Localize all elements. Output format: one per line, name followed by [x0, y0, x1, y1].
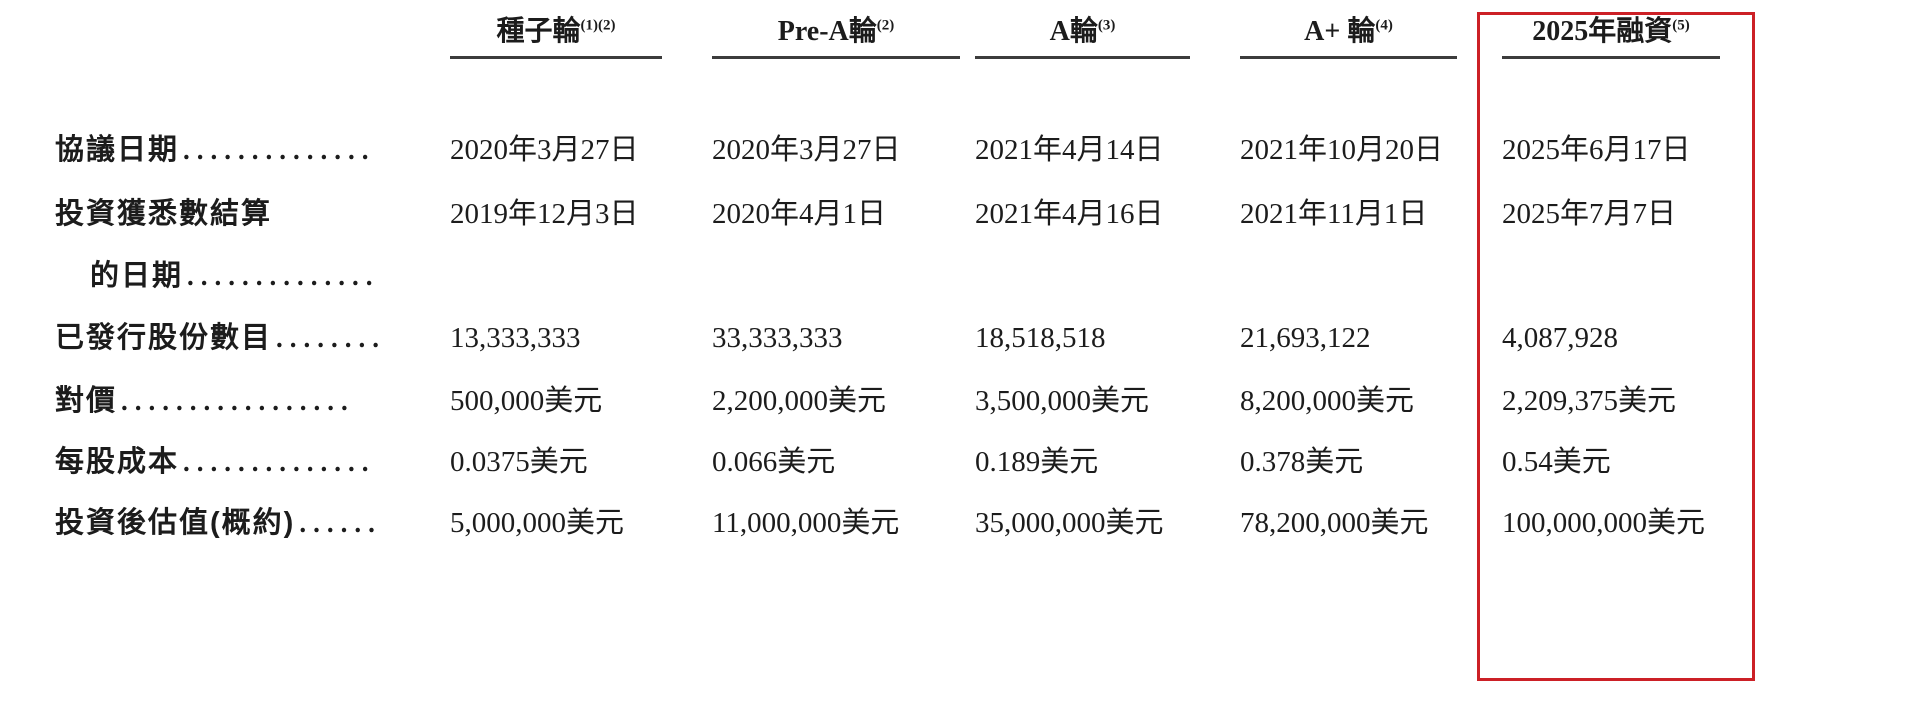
row-label-shares-issued: 已發行股份數目........	[55, 320, 447, 356]
cell-consideration-pre-a: 2,200,000美元	[712, 385, 887, 417]
row-label-settlement-date-line2: 的日期..............	[90, 258, 447, 294]
cell-consideration-a-plus: 8,200,000美元	[1240, 385, 1415, 417]
row-label-text: 對價	[55, 385, 118, 417]
row-label-post-money-valuation: 投資後估值(概約)......	[55, 505, 447, 541]
cell-settlement-date-pre-a: 2020年4月1日	[712, 198, 887, 230]
cell-settlement-date-seed: 2019年12月3日	[450, 198, 639, 230]
footnote-marker: (4)	[1375, 17, 1393, 34]
cell-agreement-date-seed: 2020年3月27日	[450, 134, 639, 166]
row-label-agreement-date: 協議日期..............	[55, 132, 447, 168]
column-header-label: A+ 輪	[1304, 16, 1376, 47]
column-header-pre-a-round: Pre-A輪(2)	[712, 12, 960, 59]
cell-agreement-date-2025: 2025年6月17日	[1502, 134, 1691, 166]
column-header-label: A輪	[1049, 16, 1098, 47]
cell-cost-per-share-2025: 0.54美元	[1502, 446, 1611, 478]
row-label-settlement-date-line1: 投資獲悉數結算	[55, 196, 447, 232]
cell-agreement-date-a: 2021年4月14日	[975, 134, 1164, 166]
cell-agreement-date-a-plus: 2021年10月20日	[1240, 134, 1444, 166]
column-header-label: 種子輪	[496, 16, 581, 47]
cell-shares-issued-2025: 4,087,928	[1502, 322, 1618, 354]
row-label-cost-per-share: 每股成本..............	[55, 444, 447, 480]
column-header-a-round: A輪(3)	[975, 12, 1190, 59]
cell-consideration-seed: 500,000美元	[450, 385, 603, 417]
cell-cost-per-share-pre-a: 0.066美元	[712, 446, 836, 478]
column-header-label: Pre-A輪	[777, 16, 877, 47]
dot-leader: ......	[299, 508, 382, 538]
cell-cost-per-share-a: 0.189美元	[975, 446, 1099, 478]
cell-agreement-date-pre-a: 2020年3月27日	[712, 134, 901, 166]
dot-leader: ........	[276, 323, 387, 353]
cell-shares-issued-a: 18,518,518	[975, 322, 1106, 354]
footnote-marker: (2)	[876, 17, 895, 34]
cell-post-money-valuation-2025: 100,000,000美元	[1502, 507, 1706, 539]
column-header-label: 2025年融資	[1532, 16, 1673, 47]
footnote-marker: (1)(2)	[580, 17, 616, 34]
cell-settlement-date-2025: 2025年7月7日	[1502, 198, 1677, 230]
cell-post-money-valuation-pre-a: 11,000,000美元	[712, 507, 900, 539]
column-header-seed-round: 種子輪(1)(2)	[450, 12, 662, 59]
cell-post-money-valuation-a: 35,000,000美元	[975, 507, 1164, 539]
row-label-text: 已發行股份數目	[55, 322, 273, 354]
dot-leader: .................	[121, 386, 355, 416]
cell-consideration-a: 3,500,000美元	[975, 385, 1150, 417]
dot-leader: ..............	[187, 261, 380, 291]
cell-settlement-date-a: 2021年4月16日	[975, 198, 1164, 230]
cell-cost-per-share-seed: 0.0375美元	[450, 446, 588, 478]
row-label-text: 協議日期	[55, 134, 180, 166]
dot-leader: ..............	[183, 447, 376, 477]
cell-post-money-valuation-seed: 5,000,000美元	[450, 507, 625, 539]
cell-post-money-valuation-a-plus: 78,200,000美元	[1240, 507, 1429, 539]
dot-leader: ..............	[183, 135, 376, 165]
row-label-text: 每股成本	[55, 446, 180, 478]
row-label-text: 投資後估值(概約)	[55, 507, 296, 539]
cell-shares-issued-pre-a: 33,333,333	[712, 322, 843, 354]
cell-settlement-date-a-plus: 2021年11月1日	[1240, 198, 1428, 230]
column-header-a-plus-round: A+ 輪(4)	[1240, 12, 1457, 59]
row-label-consideration: 對價.................	[55, 383, 447, 419]
column-header-2025-financing: 2025年融資(5)	[1502, 12, 1720, 59]
row-label-text: 的日期	[90, 260, 184, 292]
cell-shares-issued-a-plus: 21,693,122	[1240, 322, 1371, 354]
row-label-text: 投資獲悉數結算	[55, 198, 273, 230]
footnote-marker: (3)	[1097, 17, 1116, 34]
footnote-marker: (5)	[1672, 17, 1690, 34]
cell-cost-per-share-a-plus: 0.378美元	[1240, 446, 1364, 478]
cell-shares-issued-seed: 13,333,333	[450, 322, 581, 354]
cell-consideration-2025: 2,209,375美元	[1502, 385, 1677, 417]
